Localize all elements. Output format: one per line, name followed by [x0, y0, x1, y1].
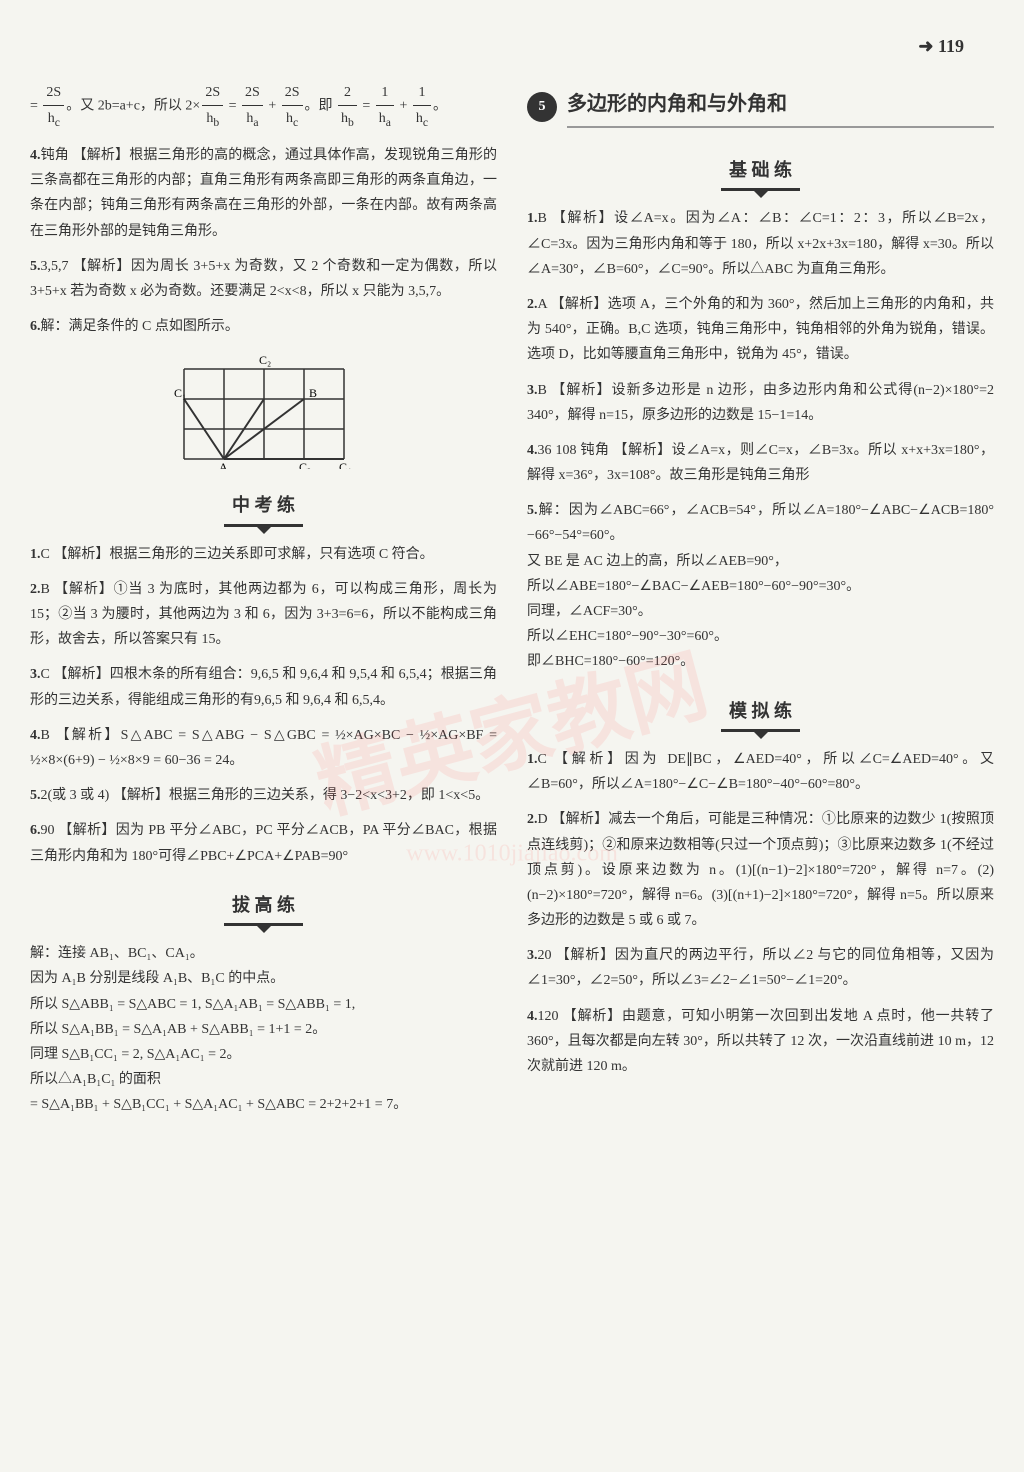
item-4: 4.钝角 【解析】根据三角形的高的概念，通过具体作高，发现锐角三角形的三条高都在…	[30, 143, 497, 244]
section-title: 模 拟 练	[721, 695, 800, 732]
item-num: 1.	[30, 547, 41, 562]
item-num: 3.	[527, 383, 538, 398]
diagram-label: C₃	[299, 460, 311, 469]
item-num: 2.	[30, 582, 41, 597]
item-num: 4.	[30, 148, 41, 163]
grid-diagram: C₂ C₁ B A C₃ C₄	[164, 349, 364, 469]
diagram-label: C₁	[174, 386, 186, 400]
item-text: 解：满足条件的 C 点如图所示。	[41, 319, 239, 334]
top-math: = 2Shc。又 2b=a+c，所以 2×2Shb = 2Sha + 2Shc。…	[30, 80, 497, 133]
section-jichu-header: 基 础 练	[527, 154, 994, 191]
item-6: 6.解：满足条件的 C 点如图所示。	[30, 314, 497, 339]
topic-header: 5 多边形的内角和与外角和	[527, 80, 994, 134]
mn-item-2: 2.D 【解析】减去一个角后，可能是三种情况：①比原来的边数少 1(按照顶点连线…	[527, 807, 994, 933]
mn-item-4: 4.120 【解析】由题意，可知小明第一次回到出发地 A 点时，他一共转了 36…	[527, 1004, 994, 1080]
item-text: 钝角 【解析】根据三角形的高的概念，通过具体作高，发现锐角三角形的三条高都在三角…	[30, 148, 497, 239]
item-text: B 【解析】设新多边形是 n 边形，由多边形内角和公式得(n−2)×180°=2…	[527, 383, 994, 423]
zk-item-1: 1.C 【解析】根据三角形的三边关系即可求解，只有选项 C 符合。	[30, 542, 497, 567]
item-num: 5.	[30, 259, 41, 274]
item-text: C 【解析】四根木条的所有组合：9,6,5 和 9,6,4 和 9,5,4 和 …	[30, 667, 497, 707]
item-num: 3.	[527, 948, 538, 963]
item-num: 1.	[527, 752, 538, 767]
topic-icon: 5	[527, 92, 557, 122]
diagram-label: C₂	[259, 353, 271, 367]
zk-item-3: 3.C 【解析】四根木条的所有组合：9,6,5 和 9,6,4 和 9,5,4 …	[30, 662, 497, 712]
diagram-label: A	[219, 460, 228, 469]
page-number: ➜ 119	[918, 30, 964, 62]
section-title: 拔 高 练	[224, 889, 303, 926]
section-title: 中 考 练	[224, 489, 303, 526]
bagao-text: 解：连接 AB₁、BC₁、CA₁。 因为 A₁B 分别是线段 A₁B、B₁C 的…	[30, 941, 497, 1117]
content-columns: = 2Shc。又 2b=a+c，所以 2×2Shb = 2Sha + 2Shc。…	[30, 80, 994, 1127]
item-text: B 【解析】①当 3 为底时，其他两边都为 6，可以构成三角形，周长为 15；②…	[30, 582, 497, 647]
mn-item-1: 1.C 【解析】因为 DE∥BC，∠AED=40°，所以∠C=∠AED=40°。…	[527, 747, 994, 797]
item-text: 20 【解析】因为直尺的两边平行，所以∠2 与它的同位角相等，又因为∠1=30°…	[527, 948, 994, 988]
item-num: 3.	[30, 667, 41, 682]
zk-item-2: 2.B 【解析】①当 3 为底时，其他两边都为 6，可以构成三角形，周长为 15…	[30, 577, 497, 653]
item-text: 解：因为∠ABC=66°，∠ACB=54°，所以∠A=180°−∠ABC−∠AC…	[527, 503, 994, 669]
section-zhongkao-header: 中 考 练	[30, 489, 497, 526]
item-num: 5.	[30, 788, 41, 803]
arrow-icon: ➜	[918, 36, 933, 56]
item-text: D 【解析】减去一个角后，可能是三种情况：①比原来的边数少 1(按照顶点连线剪)…	[527, 812, 994, 928]
jc-item-5: 5.解：因为∠ABC=66°，∠ACB=54°，所以∠A=180°−∠ABC−∠…	[527, 498, 994, 674]
section-title: 基 础 练	[721, 154, 800, 191]
diagram-label: B	[309, 386, 317, 400]
item-num: 4.	[527, 1009, 538, 1024]
item-text: B 【解析】S△ABC = S△ABG − S△GBC = ½×AG×BC − …	[30, 728, 497, 768]
item-5: 5.3,5,7 【解析】因为周长 3+5+x 为奇数，又 2 个奇数和一定为偶数…	[30, 254, 497, 304]
left-column: = 2Shc。又 2b=a+c，所以 2×2Shb = 2Sha + 2Shc。…	[30, 80, 497, 1127]
item-text: 2(或 3 或 4) 【解析】根据三角形的三边关系，得 3−2<x<3+2，即 …	[41, 788, 490, 803]
mn-item-3: 3.20 【解析】因为直尺的两边平行，所以∠2 与它的同位角相等，又因为∠1=3…	[527, 943, 994, 993]
item-text: B 【解析】设∠A=x。因为∠A：∠B：∠C=1：2：3，所以∠B=2x，∠C=…	[527, 211, 994, 276]
item-num: 6.	[30, 823, 41, 838]
item-num: 4.	[30, 728, 41, 743]
item-num: 4.	[527, 443, 538, 458]
item-num: 1.	[527, 211, 538, 226]
item-text: 3,5,7 【解析】因为周长 3+5+x 为奇数，又 2 个奇数和一定为偶数，所…	[30, 259, 497, 299]
section-moni-header: 模 拟 练	[527, 695, 994, 732]
jc-item-3: 3.B 【解析】设新多边形是 n 边形，由多边形内角和公式得(n−2)×180°…	[527, 378, 994, 428]
item-text: 36 108 钝角 【解析】设∠A=x，则∠C=x，∠B=3x。所以 x+x+3…	[527, 443, 994, 483]
right-column: 5 多边形的内角和与外角和 基 础 练 1.B 【解析】设∠A=x。因为∠A：∠…	[527, 80, 994, 1127]
item-text: 120 【解析】由题意，可知小明第一次回到出发地 A 点时，他一共转了 360°…	[527, 1009, 994, 1074]
topic-title: 多边形的内角和与外角和	[567, 86, 994, 128]
item-text: 90 【解析】因为 PB 平分∠ABC，PC 平分∠ACB，PA 平分∠BAC，…	[30, 823, 497, 863]
item-text: A 【解析】选项 A，三个外角的和为 360°，然后加上三角形的内角和，共为 5…	[527, 297, 994, 362]
item-text: C 【解析】因为 DE∥BC，∠AED=40°，所以∠C=∠AED=40°。又∠…	[527, 752, 994, 792]
jc-item-2: 2.A 【解析】选项 A，三个外角的和为 360°，然后加上三角形的内角和，共为…	[527, 292, 994, 368]
jc-item-4: 4.36 108 钝角 【解析】设∠A=x，则∠C=x，∠B=3x。所以 x+x…	[527, 438, 994, 488]
section-bagao-header: 拔 高 练	[30, 889, 497, 926]
zk-item-4: 4.B 【解析】S△ABC = S△ABG − S△GBC = ½×AG×BC …	[30, 723, 497, 773]
zk-item-6: 6.90 【解析】因为 PB 平分∠ABC，PC 平分∠ACB，PA 平分∠BA…	[30, 818, 497, 868]
item-num: 6.	[30, 319, 41, 334]
item-num: 5.	[527, 503, 538, 518]
item-text: C 【解析】根据三角形的三边关系即可求解，只有选项 C 符合。	[41, 547, 434, 562]
diagram-label: C₄	[339, 460, 351, 469]
item-num: 2.	[527, 812, 538, 827]
item-num: 2.	[527, 297, 538, 312]
zk-item-5: 5.2(或 3 或 4) 【解析】根据三角形的三边关系，得 3−2<x<3+2，…	[30, 783, 497, 808]
page-num-text: 119	[938, 36, 964, 56]
jc-item-1: 1.B 【解析】设∠A=x。因为∠A：∠B：∠C=1：2：3，所以∠B=2x，∠…	[527, 206, 994, 282]
